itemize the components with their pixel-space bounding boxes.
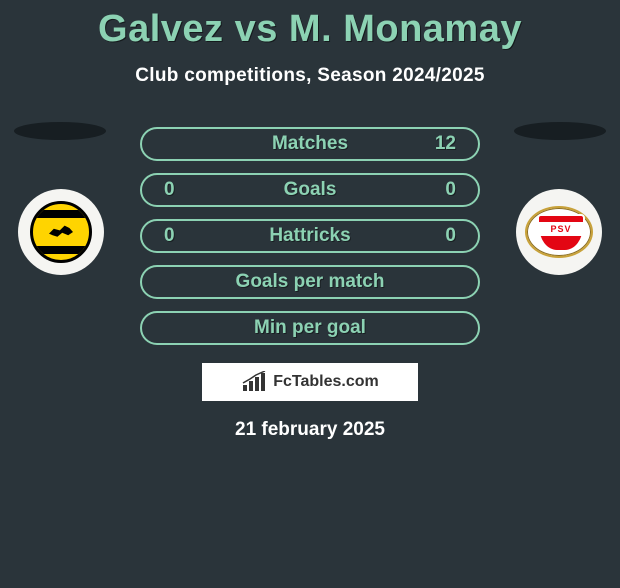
club-badge-right: PSV	[516, 189, 602, 275]
bar-chart-icon	[241, 371, 267, 393]
stat-left-value: 0	[164, 225, 194, 247]
stat-row-hattricks: 0 Hattricks 0	[140, 219, 480, 253]
club-badge-left	[18, 189, 104, 275]
stat-label: Min per goal	[194, 317, 426, 339]
stat-row-matches: Matches 12	[140, 127, 480, 161]
stat-label: Goals	[194, 179, 426, 201]
subtitle: Club competitions, Season 2024/2025	[0, 65, 620, 87]
stat-row-min-per-goal: Min per goal	[140, 311, 480, 345]
stat-rows: Matches 12 0 Goals 0 0 Hattricks 0 Goals…	[140, 127, 480, 345]
branding-banner: FcTables.com	[202, 363, 418, 401]
page-title: Galvez vs M. Monamay	[0, 8, 620, 51]
date-label: 21 february 2025	[0, 419, 620, 441]
stat-label: Matches	[194, 133, 426, 155]
stat-right-value: 0	[426, 179, 456, 201]
stat-row-goals: 0 Goals 0	[140, 173, 480, 207]
club-badge-left-emblem	[49, 224, 73, 240]
stat-right-value: 0	[426, 225, 456, 247]
stat-label: Goals per match	[194, 271, 426, 293]
player-shadow-left	[14, 122, 106, 140]
stat-row-goals-per-match: Goals per match	[140, 265, 480, 299]
comparison-panel: PSV Matches 12 0 Goals 0 0 Hattricks 0 G…	[0, 127, 620, 441]
stat-left-value: 0	[164, 179, 194, 201]
player-shadow-right	[514, 122, 606, 140]
stat-right-value: 12	[426, 133, 456, 155]
stat-label: Hattricks	[194, 225, 426, 247]
club-badge-right-label: PSV	[537, 222, 585, 236]
club-badge-right-inner: PSV	[525, 206, 593, 258]
club-badge-left-inner	[30, 201, 92, 263]
branding-text: FcTables.com	[273, 373, 379, 391]
